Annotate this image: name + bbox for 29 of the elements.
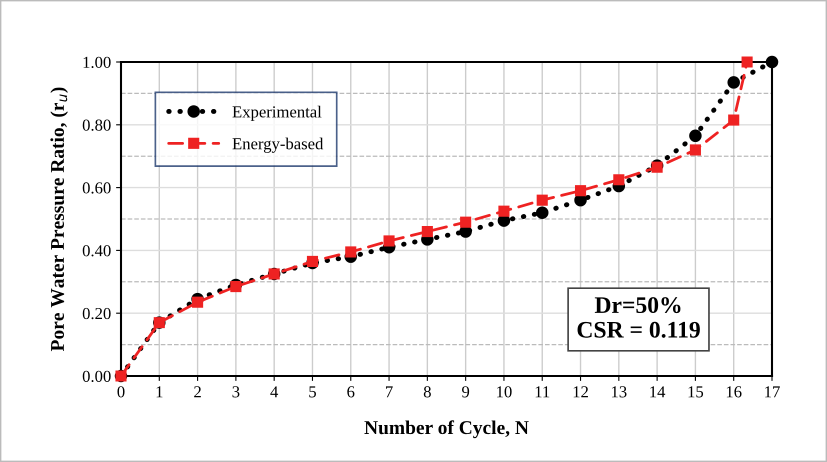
x-tick-label: 13 xyxy=(612,386,627,398)
legend-label: Energy-based xyxy=(232,138,324,153)
x-tick-label: 3 xyxy=(232,386,240,398)
y-axis-title: Pore Water Pressure Ratio, (r$_{u}$) xyxy=(50,88,68,352)
y-tick-label: 1.00 xyxy=(84,56,111,68)
x-tick-label: 12 xyxy=(574,386,588,398)
y-tick-label: 0.00 xyxy=(82,370,111,382)
x-tick-label: 5 xyxy=(309,386,316,398)
x-tick-label: 17 xyxy=(765,386,780,398)
x-tick-label: 7 xyxy=(386,386,393,398)
x-tick-label: 10 xyxy=(497,386,512,398)
x-tick-label: 15 xyxy=(688,386,704,398)
x-tick-label: 1 xyxy=(156,386,162,398)
y-tick-label: 0.60 xyxy=(82,182,111,194)
y-tick-label: 0.80 xyxy=(82,120,111,131)
x-axis-title: Number of Cycle, N xyxy=(364,420,529,438)
x-tick-label: 9 xyxy=(462,386,470,398)
legend-label: Experimental xyxy=(232,106,322,121)
x-tick-label: 2 xyxy=(194,386,201,398)
y-tick-label: 0.20 xyxy=(82,308,111,320)
x-tick-label: 0 xyxy=(117,386,125,398)
x-tick-label: 6 xyxy=(347,386,354,398)
annotation: Dr=50% CSR = 0.119 xyxy=(578,297,700,338)
x-tick-label: 16 xyxy=(726,386,742,398)
x-tick-label: 4 xyxy=(270,386,278,398)
x-tick-label: 14 xyxy=(650,386,666,398)
x-tick-label: 11 xyxy=(536,386,550,398)
x-tick-label: 8 xyxy=(424,386,431,398)
y-tick-label: 0.40 xyxy=(82,245,111,256)
